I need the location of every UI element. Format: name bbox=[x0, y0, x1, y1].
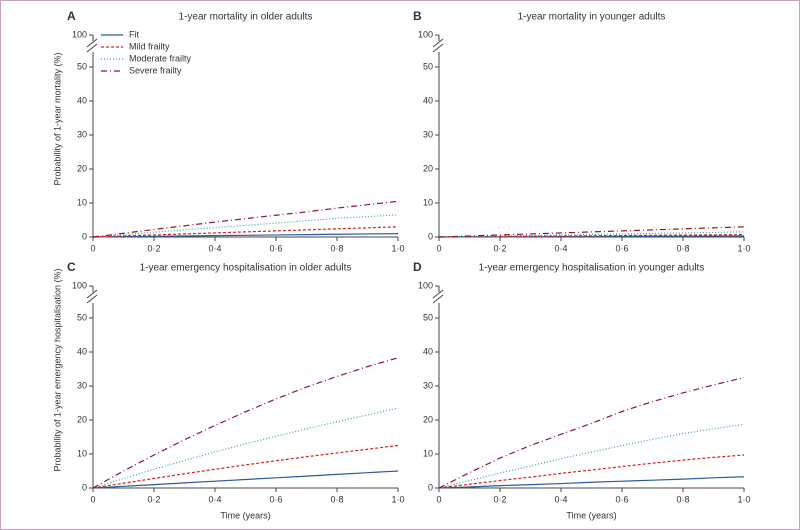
x-tick-label: 0 bbox=[436, 243, 441, 253]
y-tick-label: 40 bbox=[77, 95, 87, 105]
x-tick-label: 0·8 bbox=[330, 243, 343, 253]
series-line bbox=[438, 423, 745, 489]
series-line bbox=[438, 476, 745, 489]
series-line bbox=[92, 357, 399, 489]
x-tick-label: 0·4 bbox=[208, 494, 221, 504]
y-tick-label: 20 bbox=[77, 414, 87, 424]
x-tick-label: 1·0 bbox=[737, 243, 750, 253]
series-line bbox=[438, 226, 745, 238]
y-tick-label: 0 bbox=[82, 231, 87, 241]
chart-title: 1-year emergency hospitalisation in olde… bbox=[140, 263, 352, 274]
axis-break bbox=[86, 43, 98, 53]
x-tick-label: 0·6 bbox=[269, 494, 282, 504]
y-tick-label: 10 bbox=[77, 197, 87, 207]
axis-break bbox=[432, 38, 444, 48]
y-tick-label: 100 bbox=[72, 280, 87, 290]
x-tick-label: 0·4 bbox=[554, 494, 567, 504]
x-axis-label: Time (years) bbox=[566, 510, 616, 520]
axis-break bbox=[432, 43, 444, 53]
x-tick-label: 0·2 bbox=[493, 494, 506, 504]
series-line bbox=[438, 454, 745, 489]
y-tick-label: 10 bbox=[423, 197, 433, 207]
x-tick-label: 0·6 bbox=[615, 494, 628, 504]
series-line bbox=[92, 226, 399, 238]
x-tick-label: 0·8 bbox=[330, 494, 343, 504]
y-tick-label: 50 bbox=[77, 312, 87, 322]
x-tick-label: 0·6 bbox=[269, 243, 282, 253]
chart-title: 1-year mortality in younger adults bbox=[518, 12, 666, 23]
x-tick-label: 1·0 bbox=[737, 494, 750, 504]
y-tick-label: 40 bbox=[77, 346, 87, 356]
y-tick-label: 10 bbox=[423, 448, 433, 458]
series-line bbox=[92, 470, 399, 489]
series-line bbox=[438, 234, 745, 238]
y-tick-label: 100 bbox=[418, 29, 433, 39]
axis-break bbox=[432, 294, 444, 304]
panel-letter: D bbox=[413, 260, 422, 274]
legend-label: Mild frailty bbox=[129, 41, 170, 51]
y-tick-label: 0 bbox=[428, 231, 433, 241]
axis-break bbox=[432, 289, 444, 299]
y-tick-label: 0 bbox=[82, 482, 87, 492]
panel-letter: B bbox=[413, 9, 422, 23]
x-tick-label: 0·8 bbox=[676, 494, 689, 504]
series-line bbox=[92, 444, 399, 489]
x-tick-label: 1·0 bbox=[391, 494, 404, 504]
panel-letter: C bbox=[67, 260, 76, 274]
legend-label: Moderate frailty bbox=[129, 53, 192, 63]
x-tick-label: 1·0 bbox=[391, 243, 404, 253]
y-tick-label: 20 bbox=[423, 163, 433, 173]
series-line bbox=[92, 407, 399, 489]
y-tick-label: 20 bbox=[423, 414, 433, 424]
y-tick-label: 0 bbox=[428, 482, 433, 492]
y-axis-label: Probability of 1-year mortality (%) bbox=[52, 52, 62, 185]
axis-break bbox=[86, 289, 98, 299]
axis-break bbox=[86, 38, 98, 48]
x-tick-label: 0·2 bbox=[493, 243, 506, 253]
y-axis-label: Probability of 1-year emergency hospital… bbox=[52, 268, 62, 471]
y-tick-label: 30 bbox=[77, 129, 87, 139]
y-tick-label: 30 bbox=[77, 380, 87, 390]
y-tick-label: 30 bbox=[423, 380, 433, 390]
x-tick-label: 0 bbox=[90, 494, 95, 504]
chart-title: 1-year mortality in older adults bbox=[179, 12, 313, 23]
x-tick-label: 0·2 bbox=[147, 243, 160, 253]
y-tick-label: 100 bbox=[72, 29, 87, 39]
panel-letter: A bbox=[67, 9, 76, 23]
x-tick-label: 0·4 bbox=[208, 243, 221, 253]
x-tick-label: 0 bbox=[90, 243, 95, 253]
x-tick-label: 0 bbox=[436, 494, 441, 504]
legend-label: Fit bbox=[129, 29, 139, 39]
y-tick-label: 50 bbox=[77, 61, 87, 71]
y-tick-label: 20 bbox=[77, 163, 87, 173]
series-line bbox=[438, 376, 745, 489]
y-tick-label: 50 bbox=[423, 61, 433, 71]
legend-label: Severe frailty bbox=[129, 65, 182, 75]
x-tick-label: 0·2 bbox=[147, 494, 160, 504]
x-tick-label: 0·4 bbox=[554, 243, 567, 253]
y-tick-label: 40 bbox=[423, 346, 433, 356]
x-axis-label: Time (years) bbox=[220, 510, 270, 520]
chart-title: 1-year emergency hospitalisation in youn… bbox=[479, 263, 705, 274]
y-tick-label: 40 bbox=[423, 95, 433, 105]
y-tick-label: 10 bbox=[77, 448, 87, 458]
x-tick-label: 0·8 bbox=[676, 243, 689, 253]
axis-break bbox=[86, 294, 98, 304]
series-line bbox=[92, 233, 399, 238]
y-tick-label: 50 bbox=[423, 312, 433, 322]
y-tick-label: 100 bbox=[418, 280, 433, 290]
y-tick-label: 30 bbox=[423, 129, 433, 139]
x-tick-label: 0·6 bbox=[615, 243, 628, 253]
